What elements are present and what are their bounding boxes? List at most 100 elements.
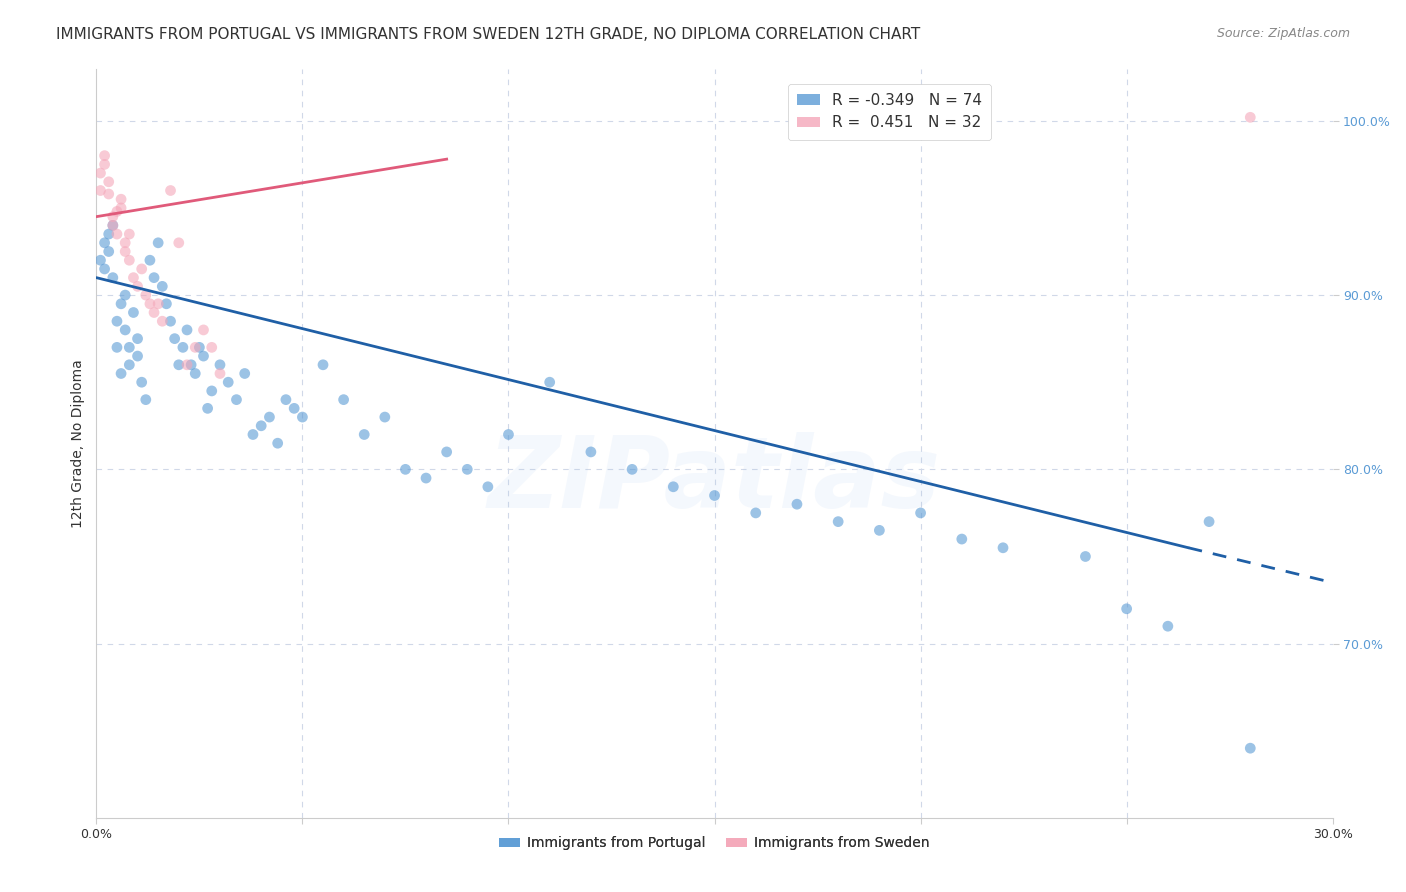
- Point: [101, 210, 124, 224]
- Point: [110, 192, 132, 206]
- Point: [827, 515, 849, 529]
- Point: [259, 410, 281, 425]
- Point: [135, 392, 157, 407]
- Point: [176, 358, 198, 372]
- Point: [193, 323, 215, 337]
- Point: [146, 297, 169, 311]
- Point: [991, 541, 1014, 555]
- Point: [538, 375, 561, 389]
- Point: [97, 244, 120, 259]
- Point: [105, 314, 128, 328]
- Point: [745, 506, 768, 520]
- Point: [172, 340, 194, 354]
- Point: [89, 253, 111, 268]
- Point: [143, 305, 166, 319]
- Point: [118, 253, 141, 268]
- Point: [332, 392, 354, 407]
- Point: [150, 279, 173, 293]
- Point: [180, 358, 202, 372]
- Point: [579, 445, 602, 459]
- Point: [786, 497, 808, 511]
- Point: [118, 358, 141, 372]
- Point: [101, 219, 124, 233]
- Point: [97, 186, 120, 201]
- Point: [208, 358, 231, 372]
- Point: [155, 297, 177, 311]
- Point: [110, 201, 132, 215]
- Point: [89, 166, 111, 180]
- Point: [456, 462, 478, 476]
- Point: [394, 462, 416, 476]
- Point: [93, 261, 115, 276]
- Point: [105, 204, 128, 219]
- Point: [167, 235, 190, 250]
- Point: [291, 410, 314, 425]
- Point: [950, 532, 973, 546]
- Point: [159, 184, 181, 198]
- Point: [114, 235, 136, 250]
- Point: [415, 471, 437, 485]
- Point: [127, 349, 149, 363]
- Point: [101, 219, 124, 233]
- Point: [146, 235, 169, 250]
- Text: IMMIGRANTS FROM PORTUGAL VS IMMIGRANTS FROM SWEDEN 12TH GRADE, NO DIPLOMA CORREL: IMMIGRANTS FROM PORTUGAL VS IMMIGRANTS F…: [56, 27, 921, 42]
- Text: ZIPatlas: ZIPatlas: [488, 433, 941, 529]
- Point: [1239, 741, 1261, 756]
- Point: [477, 480, 499, 494]
- Point: [233, 367, 256, 381]
- Point: [1239, 111, 1261, 125]
- Point: [150, 314, 173, 328]
- Point: [703, 488, 725, 502]
- Point: [201, 340, 224, 354]
- Point: [1198, 515, 1220, 529]
- Point: [167, 358, 190, 372]
- Point: [621, 462, 644, 476]
- Point: [242, 427, 264, 442]
- Point: [127, 332, 149, 346]
- Point: [110, 367, 132, 381]
- Point: [143, 270, 166, 285]
- Point: [188, 340, 211, 354]
- Point: [114, 323, 136, 337]
- Point: [97, 175, 120, 189]
- Point: [197, 401, 219, 416]
- Point: [1074, 549, 1097, 564]
- Point: [374, 410, 396, 425]
- Point: [193, 349, 215, 363]
- Point: [1115, 601, 1137, 615]
- Point: [118, 227, 141, 241]
- Point: [163, 332, 186, 346]
- Point: [93, 235, 115, 250]
- Point: [139, 253, 162, 268]
- Point: [184, 367, 207, 381]
- Point: [105, 340, 128, 354]
- Point: [217, 375, 239, 389]
- Point: [312, 358, 335, 372]
- Point: [118, 340, 141, 354]
- Point: [131, 375, 153, 389]
- Point: [176, 323, 198, 337]
- Point: [868, 524, 890, 538]
- Point: [910, 506, 932, 520]
- Point: [184, 340, 207, 354]
- Point: [1157, 619, 1180, 633]
- Point: [101, 270, 124, 285]
- Point: [93, 149, 115, 163]
- Point: [283, 401, 305, 416]
- Text: Source: ZipAtlas.com: Source: ZipAtlas.com: [1216, 27, 1350, 40]
- Point: [122, 270, 145, 285]
- Point: [139, 297, 162, 311]
- Point: [114, 288, 136, 302]
- Point: [225, 392, 247, 407]
- Point: [250, 418, 273, 433]
- Point: [93, 157, 115, 171]
- Point: [131, 261, 153, 276]
- Point: [498, 427, 520, 442]
- Point: [159, 314, 181, 328]
- Point: [266, 436, 288, 450]
- Point: [122, 305, 145, 319]
- Point: [353, 427, 375, 442]
- Point: [208, 367, 231, 381]
- Point: [274, 392, 297, 407]
- Point: [105, 227, 128, 241]
